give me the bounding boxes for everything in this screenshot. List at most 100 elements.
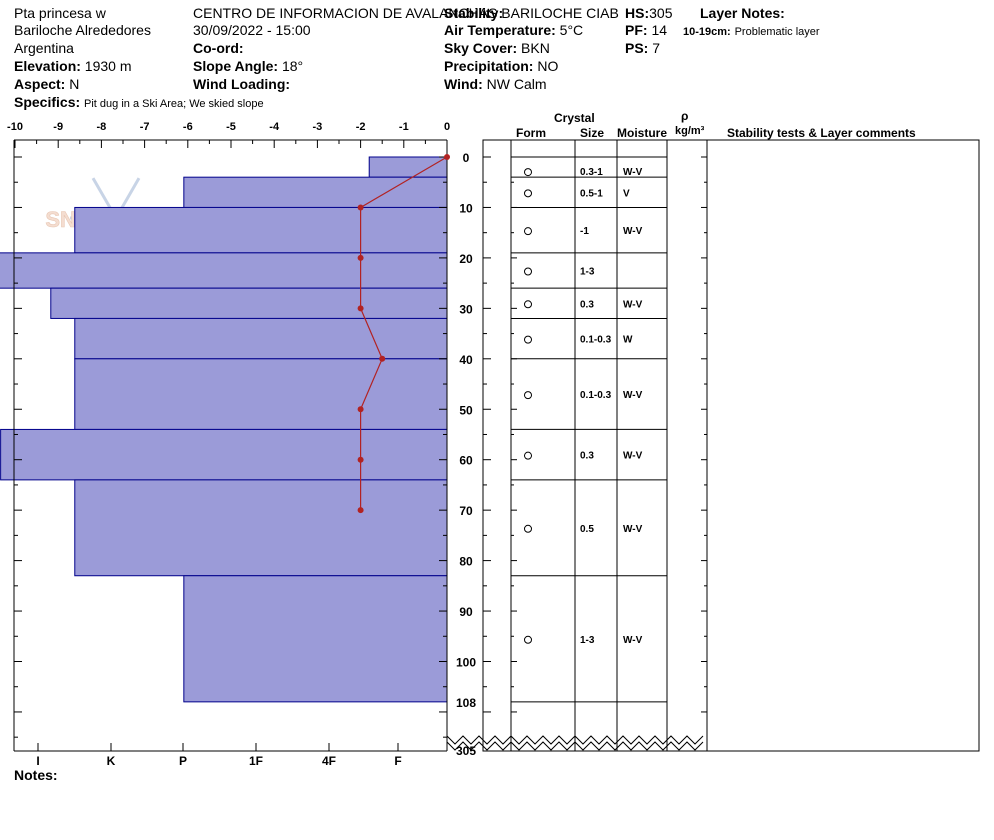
chart-axes: -10 -9 -8 -7 -6 -5 -4 -3 -2 -1 0010203040506070809… xyxy=(7,121,476,768)
temperature-profile xyxy=(357,154,450,514)
hardness-bar xyxy=(0,428,448,481)
hs-label: HS: xyxy=(625,5,650,21)
depth-bottom-label: 305 xyxy=(456,744,476,758)
hardness-bar xyxy=(50,287,448,319)
moisture-header: Moisture xyxy=(617,126,668,140)
air-temp-value: 5°C xyxy=(559,22,584,38)
ps-label: PS: xyxy=(625,40,649,56)
hardness-bar xyxy=(183,176,448,208)
depth-tick-label: 70 xyxy=(459,504,473,518)
grain-form-symbol xyxy=(524,524,532,533)
sky-field: Sky Cover: BKN xyxy=(444,40,550,56)
moisture-cell: W-V xyxy=(623,524,643,535)
specifics-label: Specifics: xyxy=(14,94,81,110)
moisture-cell: W-V xyxy=(623,299,643,310)
rho-header: ρ xyxy=(681,109,689,123)
specifics-field: Specifics: Pit dug in a Ski Area; We ski… xyxy=(14,94,264,112)
hardness-bar xyxy=(74,206,448,254)
density-unit-header: kg/m³ xyxy=(675,125,705,137)
grain-size-cell: 0.5-1 xyxy=(580,188,603,199)
temp-tick-label: -4 xyxy=(269,121,280,133)
hs-field: HS:305 xyxy=(625,5,672,21)
hardness-tick-label: F xyxy=(394,754,401,768)
slope-value: 18° xyxy=(281,58,304,74)
location-line-3: Argentina xyxy=(14,40,74,56)
temp-tick-label: -2 xyxy=(356,121,366,133)
temperature-point xyxy=(357,204,364,211)
elevation-field: Elevation: 1930 m xyxy=(14,58,132,74)
grain-form-symbol xyxy=(524,391,532,400)
table-frame xyxy=(482,139,980,752)
layer-note: 10-19cm: Problematic layer xyxy=(683,22,820,40)
grain-form-symbol xyxy=(524,300,532,309)
grain-size-cell: -1 xyxy=(580,226,589,237)
air-temp-field: Air Temperature: 5°C xyxy=(444,22,583,38)
layer-note-text: Problematic layer xyxy=(734,26,820,38)
moisture-cell: W-V xyxy=(623,167,643,178)
grain-form-symbol xyxy=(524,635,532,644)
aspect-field: Aspect: N xyxy=(14,76,79,92)
temperature-point xyxy=(357,406,364,413)
hardness-bar xyxy=(368,156,448,178)
grain-size-cell: 1-3 xyxy=(580,635,595,646)
organization-name: CENTRO DE INFORMACION DE AVALANCHAS BARI… xyxy=(193,5,619,21)
grain-size-cell: 0.3 xyxy=(580,451,594,462)
grain-form-symbol xyxy=(524,168,532,177)
pf-value: 14 xyxy=(651,22,668,38)
pf-field: PF: 14 xyxy=(625,22,667,38)
hardness-tick-label: 1F xyxy=(249,754,263,768)
depth-tick-label: 0 xyxy=(463,151,470,165)
stability-comments-header: Stability tests & Layer comments xyxy=(727,126,916,140)
depth-tick-label: 100 xyxy=(456,656,476,670)
temperature-point xyxy=(444,154,450,160)
location-line-1: Pta princesa w xyxy=(14,5,106,21)
grain-size-cell: 1-3 xyxy=(580,267,595,278)
depth-break-mark xyxy=(446,735,704,745)
depth-tick-label: 20 xyxy=(459,252,473,266)
grain-form-symbol xyxy=(524,335,532,344)
grain-form-symbol xyxy=(524,267,532,276)
depth-tick-label: 80 xyxy=(459,555,473,569)
temperature-point xyxy=(357,507,364,514)
wind-loading-label: Wind Loading: xyxy=(193,76,291,92)
depth-tick-label: 60 xyxy=(459,454,473,468)
depth-tick-label: 30 xyxy=(459,302,473,316)
hs-value: 305 xyxy=(649,5,673,21)
size-header: Size xyxy=(580,126,605,140)
slope-field: Slope Angle: 18° xyxy=(193,58,303,74)
wind-label: Wind: xyxy=(444,76,483,92)
temp-tick-label: -1 xyxy=(399,121,409,133)
temp-tick-label: -9 xyxy=(53,121,63,133)
precip-label: Precipitation: xyxy=(444,58,534,74)
moisture-cell: W-V xyxy=(623,635,643,646)
hardness-bar xyxy=(183,575,448,703)
slope-label: Slope Angle: xyxy=(193,58,279,74)
sky-label: Sky Cover: xyxy=(444,40,518,56)
temp-tick-label: -10 xyxy=(7,121,23,133)
moisture-cell: W-V xyxy=(623,226,643,237)
depth-tick-label: 108 xyxy=(456,696,476,710)
temp-tick-label: -3 xyxy=(313,121,323,133)
layer-note-range: 10-19cm: xyxy=(683,26,731,38)
depth-tick-label: 50 xyxy=(459,403,473,417)
pf-label: PF: xyxy=(625,22,648,38)
grain-size-cell: 0.3 xyxy=(580,299,594,310)
grain-form-symbol xyxy=(524,451,532,460)
coord-label: Co-ord: xyxy=(193,40,244,56)
ps-value: 7 xyxy=(652,40,661,56)
location-line-2: Bariloche Alrededores xyxy=(14,22,151,38)
moisture-cell: W xyxy=(623,335,633,346)
temp-tick-label: -5 xyxy=(226,121,236,133)
form-header: Form xyxy=(516,126,546,140)
hardness-bar xyxy=(74,479,448,577)
hardness-bars xyxy=(0,156,448,703)
grain-form-symbol xyxy=(524,189,532,198)
wind-field: Wind: NW Calm xyxy=(444,76,547,92)
grain-size-cell: 0.1-0.3 xyxy=(580,390,612,401)
grain-form-symbol xyxy=(524,227,532,236)
temp-tick-label: -7 xyxy=(140,121,150,133)
precip-value: NO xyxy=(537,58,559,74)
temp-tick-label: -8 xyxy=(97,121,107,133)
depth-break-mark xyxy=(446,741,704,751)
